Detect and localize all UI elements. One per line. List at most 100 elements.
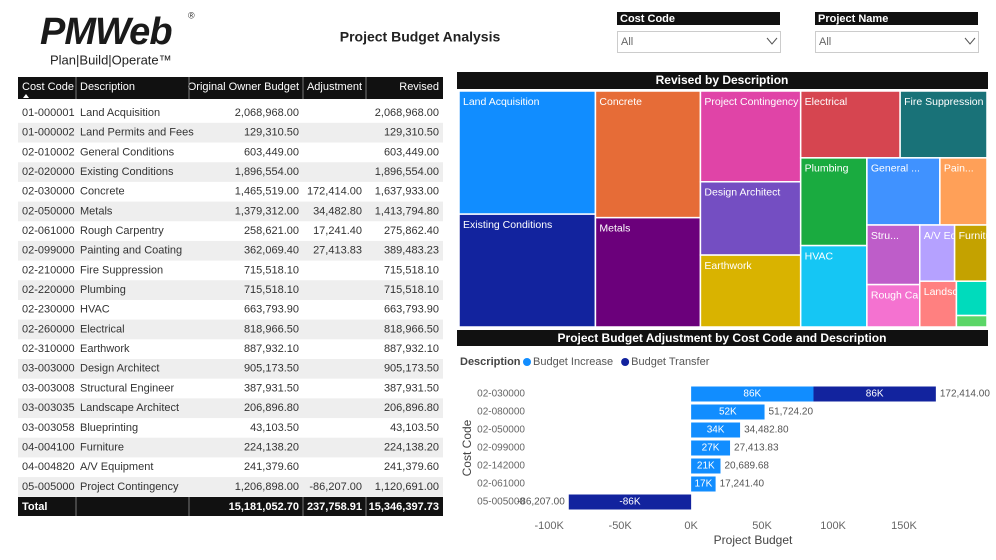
x-axis-title: Project Budget: [714, 533, 793, 547]
table-cell: 04-004100: [22, 441, 75, 453]
y-tick-label: 05-005000: [477, 497, 525, 508]
table-cell: 02-030000: [22, 186, 75, 198]
table-cell: 172,414.00: [307, 186, 362, 198]
y-tick-label: 02-030000: [477, 389, 525, 400]
table-cell: 663,793.90: [244, 304, 299, 316]
tile-label: Furniture: [959, 230, 996, 242]
table-cell: 1,120,691.00: [375, 481, 439, 493]
table-cell: Land Permits and Fees: [80, 127, 194, 139]
table-cell: 905,173.50: [384, 363, 439, 375]
table-cell: 715,518.10: [244, 264, 299, 276]
column-header: Adjustment: [307, 81, 362, 93]
row-stripe: [18, 162, 443, 182]
table-cell: 01-000002: [22, 127, 75, 139]
legend-label: Budget Transfer: [631, 356, 710, 368]
slicer-dropdown[interactable]: [617, 31, 781, 53]
treemap-tile: [939, 157, 988, 226]
bar-label: 52K: [719, 407, 737, 418]
table-cell: 129,310.50: [244, 127, 299, 139]
legend-marker: [523, 358, 531, 366]
table-cell: 241,379.60: [244, 461, 299, 473]
table-cell: 1,896,554.00: [235, 166, 299, 178]
tile-label: Pain...: [944, 163, 974, 175]
table-cell: 1,206,898.00: [235, 481, 299, 493]
table-cell: 03-003035: [22, 402, 75, 414]
table-cell: Land Acquisition: [80, 107, 160, 119]
treemap-tile: [699, 254, 802, 328]
column-header: Revised: [399, 81, 439, 93]
table-cell: 241,379.60: [384, 461, 439, 473]
slicer-header: [815, 12, 978, 25]
bar-segment: [691, 476, 716, 492]
table-cell: 258,621.00: [244, 225, 299, 237]
total-cell: 15,346,397.73: [369, 501, 439, 513]
bar-label: 27K: [702, 443, 720, 454]
row-stripe: [18, 437, 443, 458]
table-cell: Metals: [80, 205, 113, 217]
table-cell: 04-004820: [22, 461, 75, 473]
total-cell: 237,758.91: [307, 501, 362, 513]
treemap-tile: [899, 90, 988, 159]
bar-label: 86K: [743, 389, 761, 400]
tile-label: Existing Conditions: [463, 219, 552, 231]
row-stripe: [18, 240, 443, 261]
table-cell: Rough Carpentry: [80, 225, 164, 237]
bar-label: 86K: [866, 389, 884, 400]
x-tick-label: 150K: [891, 520, 917, 532]
y-tick-label: 02-142000: [477, 461, 525, 472]
table-cell: 1,379,312.00: [235, 205, 299, 217]
treemap-tile: [918, 224, 956, 282]
table-cell: Structural Engineer: [80, 382, 174, 394]
slicer-label: Cost Code: [620, 13, 675, 25]
treemap-tile: [955, 314, 988, 328]
table-cell: 129,310.50: [384, 127, 439, 139]
table-cell: 1,465,519.00: [235, 186, 299, 198]
table-cell: 17,241.40: [313, 225, 362, 237]
treemap-tile: [458, 213, 597, 328]
treemap-tile: [918, 280, 958, 328]
table-cell: Project Contingency: [80, 481, 179, 493]
bar-label: 34K: [707, 425, 725, 436]
row-stripe: [18, 280, 443, 300]
treemap-tile: [799, 157, 868, 247]
treemap-tile: [866, 224, 921, 286]
tile-label: Stru...: [871, 230, 899, 242]
x-tick-label: 50K: [752, 520, 772, 532]
table-cell: General Conditions: [80, 146, 175, 158]
table-cell: 34,482.80: [313, 205, 362, 217]
table-cell: 2,068,968.00: [375, 107, 439, 119]
x-tick-label: 0K: [684, 520, 698, 532]
table-cell: 818,966.50: [384, 323, 439, 335]
row-stripe: [18, 122, 443, 143]
table-cell: 02-010002: [22, 146, 75, 158]
slicer-dropdown[interactable]: [815, 31, 979, 53]
table-cell: 03-003008: [22, 382, 75, 394]
table-cell: 43,103.50: [250, 422, 299, 434]
table-cell: 03-003058: [22, 422, 75, 434]
row-stripe: [18, 201, 443, 222]
table-cell: Existing Conditions: [80, 166, 174, 178]
tile-label: Electrical: [805, 96, 848, 108]
table-cell: 715,518.10: [384, 284, 439, 296]
treemap-tile: [799, 90, 901, 159]
table-cell: 1,896,554.00: [375, 166, 439, 178]
tile-label: Land Acquisition: [463, 96, 540, 108]
logo-tagline: Plan|Build|Operate™: [50, 52, 172, 67]
bar-segment: [691, 404, 765, 420]
slicer-value: All: [819, 36, 831, 48]
table-cell: 887,932.10: [384, 343, 439, 355]
table-cell: 02-260000: [22, 323, 75, 335]
total-cell: 15,181,052.70: [229, 501, 299, 513]
table-cell: 02-061000: [22, 225, 75, 237]
y-tick-label: 02-099000: [477, 443, 525, 454]
bar-segment: [691, 440, 731, 456]
total-label: 51,724.20: [769, 407, 814, 418]
table-cell: 02-020000: [22, 166, 75, 178]
table-cell: Concrete: [80, 186, 125, 198]
tile-label: Rough Ca...: [871, 289, 927, 301]
treemap-title: Revised by Description: [656, 73, 789, 87]
column-header: Original Owner Budget: [188, 81, 299, 93]
bar-segment: [691, 458, 721, 474]
table-cell: 03-003000: [22, 363, 75, 375]
